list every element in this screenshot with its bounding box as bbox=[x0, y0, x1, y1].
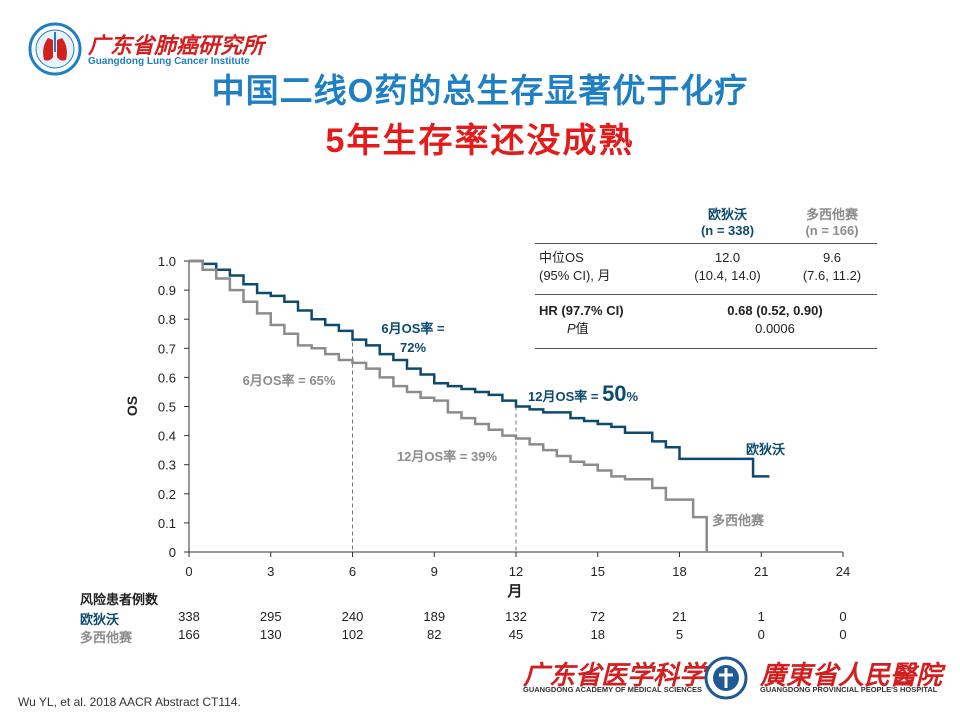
row1-label-sub: (95% CI), 月 bbox=[539, 268, 611, 283]
risk-value: 102 bbox=[341, 627, 364, 642]
risk-value: 5 bbox=[675, 627, 684, 642]
col1-header: 欧狄沃 (n = 338) bbox=[665, 204, 790, 238]
logo-english-text: Guangdong Lung Cancer Institute bbox=[88, 56, 250, 67]
row1-label: 中位OS (95% CI), 月 bbox=[539, 249, 611, 285]
doc-survival-curve bbox=[189, 259, 708, 552]
x-tick-label: 18 bbox=[672, 564, 686, 579]
summary-table: 欧狄沃 (n = 338) 多西他赛 (n = 166) 中位OS (95% C… bbox=[535, 200, 877, 352]
col2-n: (n = 166) bbox=[805, 223, 859, 238]
institute-logo bbox=[28, 22, 82, 76]
nivo-survival-curve bbox=[189, 259, 770, 478]
x-tick-label: 21 bbox=[754, 564, 768, 579]
table-divider bbox=[535, 348, 877, 349]
hr-value: 0.68 (0.52, 0.90) bbox=[727, 303, 823, 318]
risk-value: 1 bbox=[757, 609, 765, 624]
nivo-12m-pct: % bbox=[627, 389, 639, 404]
col1-name: 欧狄沃 bbox=[707, 207, 747, 222]
row2-values: 0.68 (0.52, 0.90) 0.0006 bbox=[680, 302, 870, 338]
risk-value: 21 bbox=[672, 609, 687, 624]
y-tick-label: 0.2 bbox=[158, 487, 176, 502]
hospital-emblem-icon bbox=[704, 656, 748, 700]
col2-header: 多西他赛 (n = 166) bbox=[787, 204, 877, 238]
table-divider bbox=[535, 294, 877, 295]
risk-value: 0 bbox=[757, 627, 765, 642]
x-tick-label: 24 bbox=[836, 564, 850, 579]
p-italic: P bbox=[567, 321, 576, 336]
risk-value: 0 bbox=[839, 627, 847, 642]
risk-row-label: 欧狄沃 bbox=[80, 612, 120, 627]
x-axis-label: 月 bbox=[506, 583, 522, 600]
y-tick-label: 1.0 bbox=[158, 254, 176, 269]
doc-6m-annotation: 6月OS率 = 65% bbox=[243, 373, 336, 388]
nivo-12m-big: 50 bbox=[602, 381, 626, 406]
y-tick-label: 0.8 bbox=[158, 312, 176, 327]
x-tick-label: 6 bbox=[349, 564, 356, 579]
risk-value: 18 bbox=[590, 627, 605, 642]
x-tick-label: 3 bbox=[267, 564, 274, 579]
doc-median-ci: (7.6, 11.2) bbox=[802, 268, 862, 283]
row1-col1: 12.0 (10.4, 14.0) bbox=[665, 249, 790, 285]
risk-value: 240 bbox=[341, 609, 364, 624]
logo-chinese-text: 广东省肺癌研究所 bbox=[88, 33, 265, 59]
nivo-median-os: 12.0 bbox=[714, 250, 741, 265]
nivo-12m-annotation: 12月OS率 = 50% bbox=[528, 381, 639, 406]
risk-value: 45 bbox=[508, 627, 524, 642]
risk-value: 338 bbox=[178, 609, 200, 624]
y-tick-label: 0.6 bbox=[158, 370, 176, 385]
row1-col2: 9.6 (7.6, 11.2) bbox=[787, 249, 877, 285]
slide-subtitle: 5年生存率还没成熟 bbox=[325, 122, 635, 160]
p-value: 0.0006 bbox=[755, 321, 795, 336]
slide-title: 中国二线O药的总生存显著优于化疗 bbox=[211, 72, 749, 109]
gams-logo-text: 广东省医学科学院 bbox=[523, 661, 732, 691]
nivo-6m-annotation: 6月OS率 = bbox=[381, 321, 445, 336]
y-axis-label: OS bbox=[124, 396, 140, 416]
nivo-median-ci: (10.4, 14.0) bbox=[694, 268, 761, 283]
risk-value: 295 bbox=[259, 609, 282, 624]
risk-value: 72 bbox=[590, 609, 605, 624]
nivo-12m-prefix: 12月OS率 = bbox=[528, 389, 602, 404]
doc-median-os: 9.6 bbox=[822, 250, 842, 265]
risk-value: 0 bbox=[839, 609, 847, 624]
table-divider bbox=[535, 243, 877, 244]
p-value-label: P值 bbox=[539, 320, 624, 338]
y-tick-label: 0.3 bbox=[158, 458, 176, 473]
x-tick-label: 0 bbox=[185, 564, 192, 579]
row2-label: HR (97.7% CI) P值 bbox=[539, 302, 624, 338]
y-tick-label: 0.7 bbox=[158, 341, 176, 356]
col2-name: 多西他赛 bbox=[805, 207, 858, 222]
risk-value: 130 bbox=[259, 627, 282, 642]
risk-row-label: 多西他赛 bbox=[80, 630, 133, 645]
p-suffix: 值 bbox=[575, 321, 589, 336]
y-tick-label: 0.4 bbox=[158, 429, 176, 444]
risk-value: 166 bbox=[178, 627, 200, 642]
citation: Wu YL, et al. 2018 AACR Abstract CT114. bbox=[18, 695, 241, 709]
y-tick-label: 0.1 bbox=[158, 516, 176, 531]
doc-curve-label: 多西他赛 bbox=[712, 513, 765, 528]
risk-value: 189 bbox=[423, 609, 446, 624]
y-tick-label: 0.5 bbox=[158, 400, 176, 415]
x-tick-label: 9 bbox=[431, 564, 438, 579]
doc-12m-annotation: 12月OS率 = 39% bbox=[397, 449, 498, 464]
nivo-curve-label: 欧狄沃 bbox=[746, 442, 785, 457]
hr-label: HR (97.7% CI) bbox=[539, 303, 624, 318]
row1-label-main: 中位OS bbox=[539, 250, 584, 265]
nivo-6m-value: 72% bbox=[400, 340, 426, 355]
y-tick-label: 0 bbox=[169, 545, 176, 560]
col1-n: (n = 338) bbox=[700, 223, 755, 238]
gams-logo-english: GUANGDONG ACADEMY OF MEDICAL SCIENCES bbox=[523, 685, 703, 694]
risk-value: 132 bbox=[505, 609, 527, 624]
y-tick-label: 0.9 bbox=[158, 283, 176, 298]
gdph-logo-english: GUANGDONG PROVINCIAL PEOPLE'S HOSPITAL bbox=[760, 685, 938, 694]
risk-table-title: 风险患者例数 bbox=[80, 592, 159, 607]
gdph-logo-text: 廣東省人民醫院 bbox=[760, 661, 943, 691]
x-tick-label: 15 bbox=[591, 564, 605, 579]
x-tick-label: 12 bbox=[509, 564, 523, 579]
risk-value: 82 bbox=[427, 627, 442, 642]
